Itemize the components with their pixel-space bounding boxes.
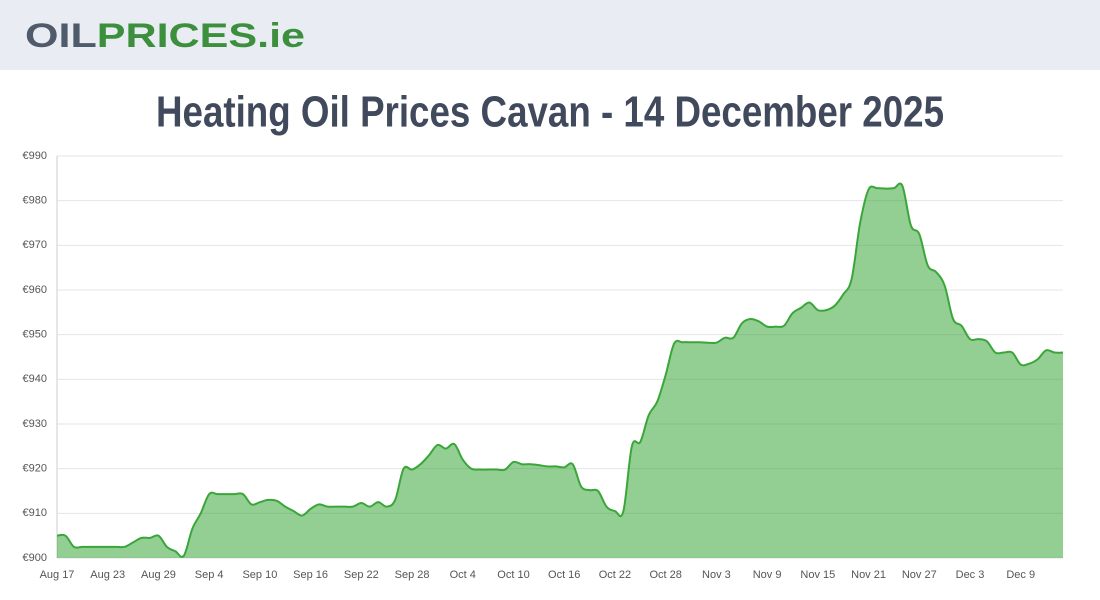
- x-tick-label: Aug 23: [90, 569, 125, 581]
- y-tick-label: €910: [23, 507, 47, 519]
- x-tick-label: Aug 29: [141, 569, 176, 581]
- x-tick-label: Dec 3: [956, 569, 985, 581]
- y-tick-label: €900: [23, 552, 47, 564]
- x-tick-label: Nov 3: [702, 569, 731, 581]
- x-tick-label: Oct 16: [548, 569, 580, 581]
- x-tick-label: Sep 16: [293, 569, 328, 581]
- x-tick-label: Nov 27: [902, 569, 937, 581]
- y-tick-label: €920: [23, 463, 47, 475]
- x-tick-label: Nov 21: [851, 569, 886, 581]
- y-tick-label: €960: [23, 284, 47, 296]
- x-tick-label: Nov 9: [753, 569, 782, 581]
- y-tick-label: €940: [23, 373, 47, 385]
- y-tick-label: €930: [23, 418, 47, 430]
- y-tick-label: €990: [23, 150, 47, 162]
- x-tick-label: Oct 28: [649, 569, 681, 581]
- logo-part: PRICES.ie: [97, 17, 305, 55]
- x-tick-label: Oct 10: [497, 569, 529, 581]
- x-tick-label: Sep 28: [395, 569, 430, 581]
- y-tick-label: €970: [23, 239, 47, 251]
- line: [56, 182, 1064, 558]
- x-tick-label: Sep 4: [195, 569, 224, 581]
- x-tick-label: Nov 15: [800, 569, 835, 581]
- x-tick-label: Oct 22: [599, 569, 631, 581]
- y-tick-label: €950: [23, 329, 47, 341]
- area: [57, 183, 1063, 559]
- x-tick-label: Sep 10: [242, 569, 277, 581]
- header-bar: [0, 0, 1100, 70]
- logo-part: OIL: [25, 17, 97, 55]
- chart-title: Heating Oil Prices Cavan - 14 December 2…: [156, 88, 944, 137]
- x-tick-label: Dec 9: [1006, 569, 1035, 581]
- x-tick-label: Sep 22: [344, 569, 379, 581]
- y-tick-label: €980: [23, 195, 47, 207]
- x-tick-label: Aug 17: [40, 569, 75, 581]
- x-tick-label: Oct 4: [450, 569, 476, 581]
- logo[interactable]: OIL PRICES.ie: [25, 17, 305, 55]
